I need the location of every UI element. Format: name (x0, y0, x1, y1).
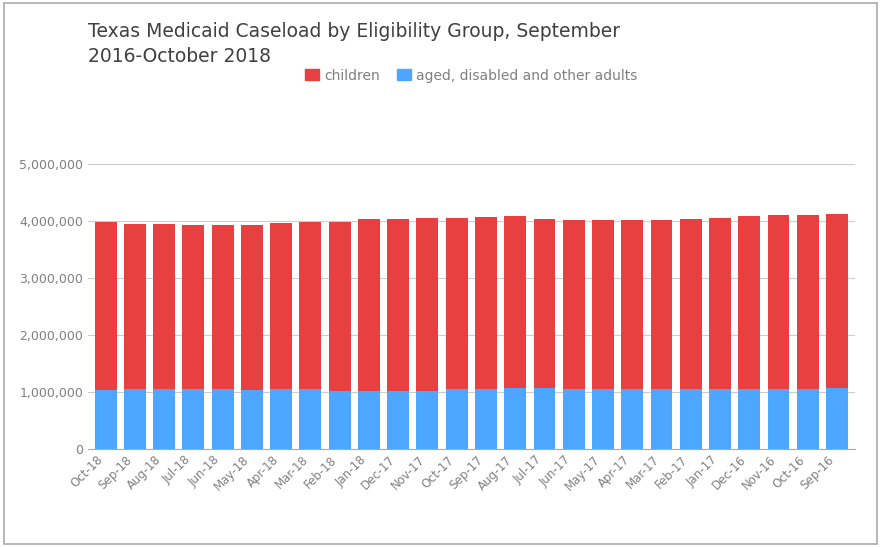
Bar (709, 218, 731, 389)
Bar (417, 218, 439, 391)
Bar (388, 391, 409, 449)
Bar (153, 389, 175, 449)
Bar (796, 215, 818, 389)
Bar (329, 391, 351, 449)
Bar (592, 389, 614, 449)
Bar (241, 225, 263, 390)
Bar (680, 389, 701, 449)
Bar (270, 389, 292, 449)
Bar (300, 389, 322, 449)
Bar (504, 217, 526, 388)
Bar (738, 389, 760, 449)
Bar (124, 224, 146, 389)
Bar (826, 214, 848, 388)
Bar (358, 391, 380, 449)
Bar (182, 389, 204, 449)
Bar (767, 216, 789, 389)
Bar (767, 389, 789, 449)
Bar (329, 222, 351, 391)
Bar (621, 220, 643, 389)
Bar (650, 220, 672, 389)
Bar (270, 223, 292, 389)
Bar (534, 219, 555, 388)
Bar (650, 389, 672, 449)
Text: Texas Medicaid Caseload by Eligibility Group, September
2016-October 2018: Texas Medicaid Caseload by Eligibility G… (88, 22, 620, 66)
Legend: children, aged, disabled and other adults: children, aged, disabled and other adult… (300, 63, 643, 88)
Bar (211, 389, 233, 449)
Bar (358, 219, 380, 391)
Bar (738, 217, 760, 389)
Bar (563, 389, 585, 449)
Bar (94, 222, 116, 390)
Bar (388, 219, 409, 391)
Bar (211, 225, 233, 389)
Bar (94, 390, 116, 449)
Bar (504, 388, 526, 449)
Bar (300, 222, 322, 389)
Bar (475, 389, 497, 449)
Bar (124, 389, 146, 449)
Bar (446, 389, 468, 449)
Bar (241, 390, 263, 449)
Bar (182, 225, 204, 389)
Bar (592, 220, 614, 389)
Bar (796, 389, 818, 449)
Bar (417, 391, 439, 449)
Bar (534, 388, 555, 449)
Bar (680, 219, 701, 389)
Bar (446, 218, 468, 389)
Bar (709, 389, 731, 449)
Bar (826, 388, 848, 449)
Bar (563, 220, 585, 389)
Bar (621, 389, 643, 449)
Bar (475, 217, 497, 389)
Bar (153, 224, 175, 389)
